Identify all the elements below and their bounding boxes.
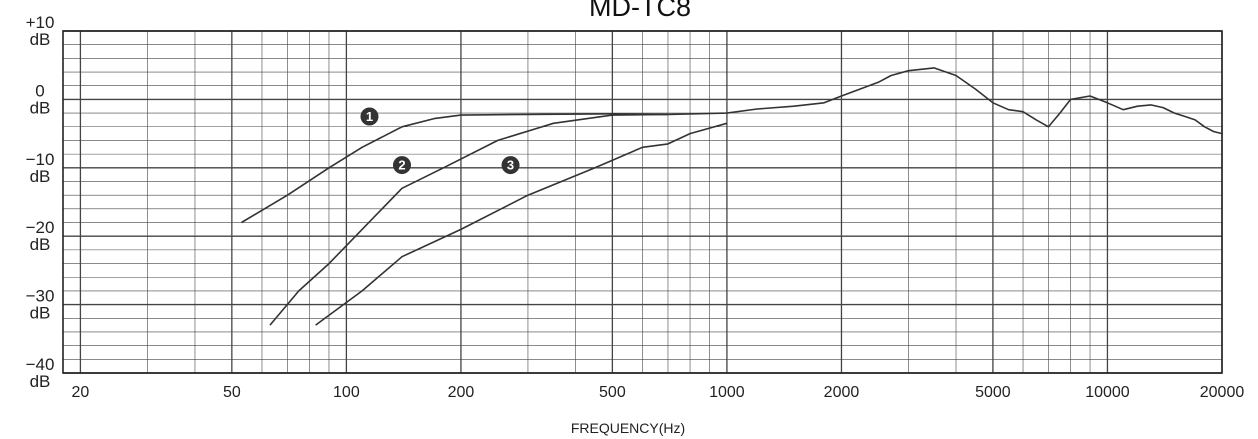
response-curve-1 xyxy=(241,113,669,224)
x-tick-label: 10000 xyxy=(1085,384,1130,401)
response-curve-common xyxy=(667,67,1223,135)
chart-grid xyxy=(62,30,1223,374)
x-axis-title: FREQUENCY(Hz) xyxy=(571,420,685,436)
y-tick-label: −30 xyxy=(26,287,55,306)
y-tick-unit: dB xyxy=(30,372,51,391)
chart-title: MD-TC8 xyxy=(589,0,691,22)
x-tick-label: 200 xyxy=(448,384,475,401)
y-tick-unit: dB xyxy=(30,235,51,254)
x-tick-label: 1000 xyxy=(709,384,745,401)
curve-marker-label: 1 xyxy=(366,109,373,124)
curve-markers: 1 2 3 xyxy=(360,107,520,175)
y-tick-label: −10 xyxy=(26,150,55,169)
y-tick-label: +10 xyxy=(26,13,55,32)
y-tick-label: 0 xyxy=(35,81,44,100)
x-tick-label: 5000 xyxy=(975,384,1011,401)
y-tick-label: −40 xyxy=(26,355,55,374)
curve-marker-3 xyxy=(501,156,520,175)
curve-marker-2 xyxy=(392,156,411,175)
x-tick-label: 2000 xyxy=(824,384,860,401)
x-axis-labels: 20 50 100 200 500 1000 2000 5000 10000 20000 xyxy=(72,384,1245,401)
y-tick-label: −20 xyxy=(26,218,55,237)
response-curves xyxy=(241,67,1223,326)
y-tick-unit: dB xyxy=(30,30,51,49)
x-tick-label: 20000 xyxy=(1200,384,1245,401)
response-curve-3 xyxy=(315,122,728,326)
y-tick-unit: dB xyxy=(30,98,51,117)
y-tick-unit: dB xyxy=(30,304,51,323)
plot-frame xyxy=(62,30,1223,374)
y-tick-unit: dB xyxy=(30,167,51,186)
curve-marker-label: 2 xyxy=(398,158,405,173)
response-curve-2 xyxy=(269,113,669,326)
curve-marker-label: 3 xyxy=(507,158,514,173)
x-tick-label: 50 xyxy=(223,384,241,401)
x-tick-label: 20 xyxy=(72,384,90,401)
x-tick-label: 500 xyxy=(599,384,626,401)
x-tick-label: 100 xyxy=(333,384,360,401)
curve-marker-1 xyxy=(360,107,379,126)
